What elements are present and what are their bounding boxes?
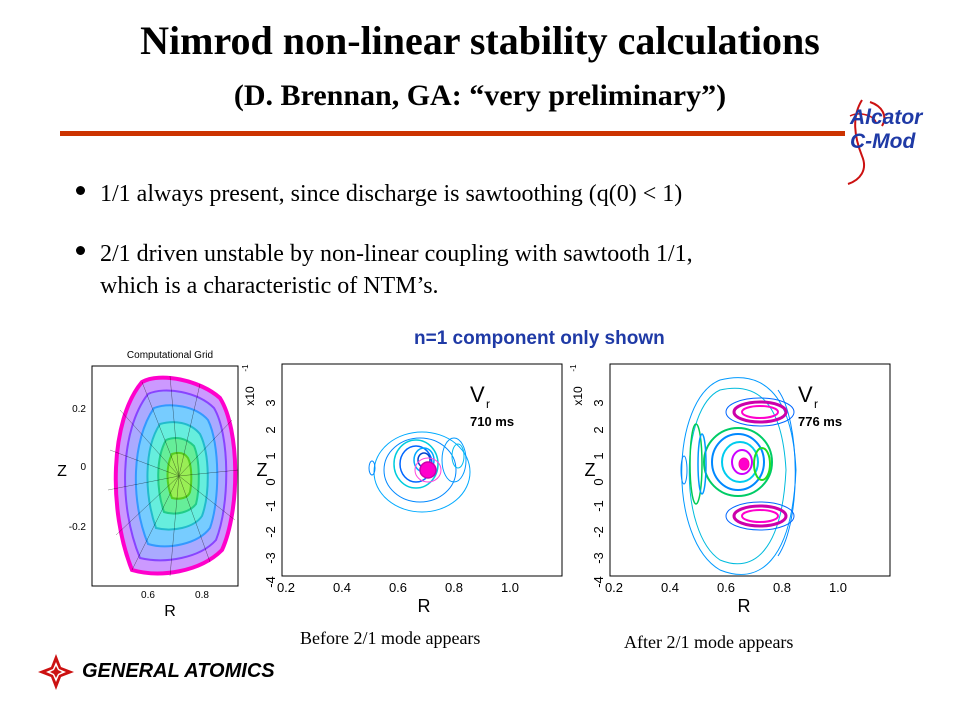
after-quantity-sub: r [814,397,818,411]
grid-xlabel: R [164,603,176,620]
before-yscale-exp: -1 [241,364,250,372]
grid-plot-title: Computational Grid [127,350,213,361]
bullet-dot-2 [76,246,85,255]
after-ytick-8: -4 [591,576,606,588]
after-ytick-4: 0 [591,478,606,485]
after-ytick-7: -3 [591,552,606,564]
before-quantity-sub: r [486,397,490,411]
computational-grid-plot: Computational Grid 0.2 0 -0.2 Z 0.6 0.8 [50,340,250,620]
before-ytick-5: -1 [263,500,278,512]
grid-plot-svg: Computational Grid 0.2 0 -0.2 Z 0.6 0.8 [57,350,239,620]
before-xtick-5: 1.0 [501,580,519,595]
after-time: 776 ms [798,414,842,429]
before-ylabel: Z [257,460,268,480]
before-ytick-1: 3 [263,399,278,406]
before-ytick-2: 2 [263,426,278,433]
grid-ytick-3: -0.2 [69,522,87,533]
after-xtick-4: 0.8 [773,580,791,595]
slide-title: Nimrod non-linear stability calculations [140,18,820,63]
vr-plot-before: x10 -1 Z 3 2 1 0 -1 -2 -3 -4 V r 710 ms [232,360,572,616]
after-ytick-6: -2 [591,526,606,538]
bullet-text-1: 1/1 always present, since discharge is s… [100,181,683,207]
after-xtick-2: 0.4 [661,580,679,595]
after-xlabel: R [738,596,751,616]
alcator-logo-text-1: Alcator [850,106,923,129]
before-contours [368,431,471,513]
after-ytick-5: -1 [591,500,606,512]
after-ylabel: Z [585,460,596,480]
after-ytick-1: 3 [591,399,606,406]
bullet-text-2: 2/1 driven unstable by non-linear coupli… [100,241,693,267]
before-ytick-6: -2 [263,526,278,538]
vr-plot-before-svg: x10 -1 Z 3 2 1 0 -1 -2 -3 -4 V r 710 ms [241,363,563,616]
after-ytick-3: 1 [591,452,606,459]
title-rule [60,131,845,136]
after-yscale: x10 [571,386,585,406]
alcator-cmod-logo: Alcator C-Mod [842,96,942,186]
alcator-logo-graphic [847,99,886,185]
before-time: 710 ms [470,414,514,429]
after-xtick-3: 0.6 [717,580,735,595]
plot-caption: n=1 component only shown [414,328,665,349]
before-quantity: V [470,382,485,407]
grid-ytick-2: 0 [80,462,86,473]
after-plot-label: After 2/1 mode appears [624,632,794,652]
after-contours [680,377,797,575]
after-ytick-2: 2 [591,426,606,433]
before-ytick-3: 1 [263,452,278,459]
bullet-dot-1 [76,186,85,195]
before-xlabel: R [418,596,431,616]
grid-xtick-2: 0.8 [195,590,209,601]
after-quantity: V [798,382,813,407]
before-xtick-2: 0.4 [333,580,351,595]
after-xtick-1: 0.2 [605,580,623,595]
grid-ytick-1: 0.2 [72,404,86,415]
before-ytick-4: 0 [263,478,278,485]
slide-subtitle: (D. Brennan, GA: “very preliminary”) [233,79,727,112]
after-xtick-5: 1.0 [829,580,847,595]
grid-xtick-1: 0.6 [141,590,155,601]
before-xtick-1: 0.2 [277,580,295,595]
before-ytick-7: -3 [263,552,278,564]
general-atomics-logo: GENERAL ATOMICS [36,652,306,692]
before-plot-label: Before 2/1 mode appears [300,628,481,648]
general-atomics-emblem [38,654,74,690]
alcator-logo-text-2: C-Mod [850,130,916,153]
grid-mesh [107,375,239,577]
before-xtick-3: 0.6 [389,580,407,595]
before-xtick-4: 0.8 [445,580,463,595]
before-yscale: x10 [243,386,257,406]
grid-ylabel: Z [57,463,67,480]
vr-plot-after: x10 -1 Z 3 2 1 0 -1 -2 -3 -4 V r 776 ms [560,360,900,616]
bullet-text-2b: which is a characteristic of NTM’s. [100,273,439,299]
before-ytick-8: -4 [263,576,278,588]
general-atomics-text: GENERAL ATOMICS [82,660,275,682]
after-yscale-exp: -1 [569,364,578,372]
vr-plot-after-svg: x10 -1 Z 3 2 1 0 -1 -2 -3 -4 V r 776 ms [569,363,891,616]
